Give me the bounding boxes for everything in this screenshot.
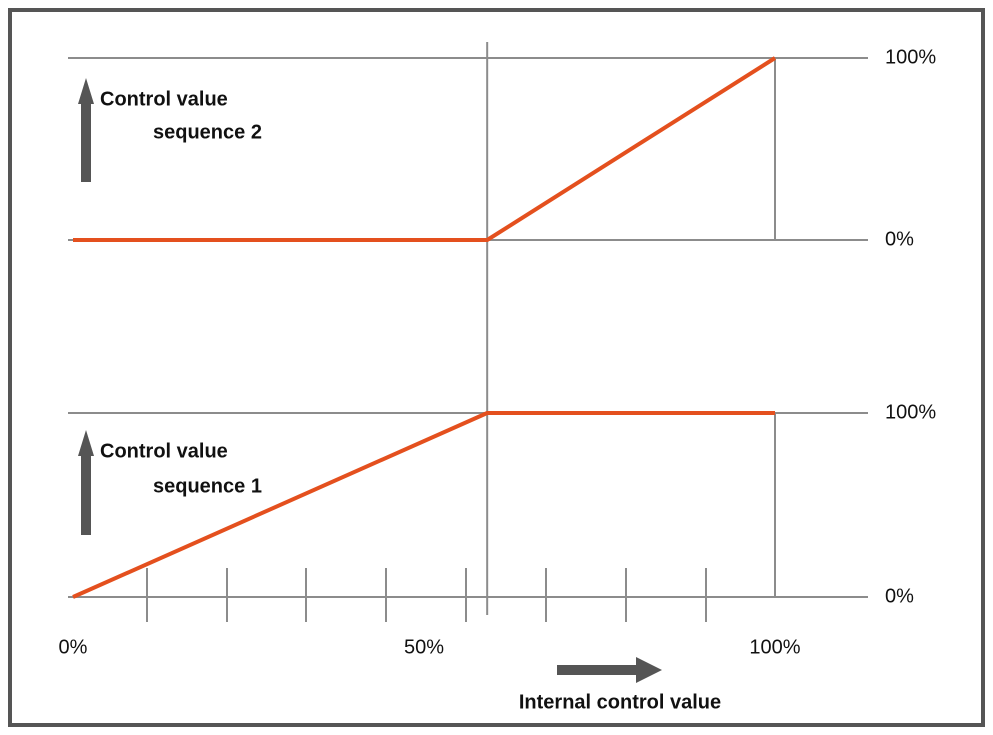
minor-ticks <box>146 568 707 622</box>
y-tick-label: 100% <box>885 46 936 68</box>
arrow-right <box>557 657 662 683</box>
y-label: Control value <box>100 440 228 462</box>
x-label: Internal control value <box>519 691 721 713</box>
y-tick-label: 0% <box>885 228 914 250</box>
y-label: Control value <box>100 88 228 110</box>
x-tick-label: 0% <box>59 636 88 658</box>
y-tick-label: 0% <box>885 585 914 607</box>
x-tick-label: 100% <box>749 636 800 658</box>
y-label: sequence 2 <box>153 121 262 143</box>
series-line <box>73 56 777 242</box>
x-tick-label: 50% <box>404 636 444 658</box>
y-tick-label: 100% <box>885 401 936 423</box>
y-label: sequence 1 <box>153 475 262 497</box>
arrow-up <box>78 430 94 535</box>
frame <box>8 8 985 727</box>
series-line <box>72 411 775 599</box>
arrow-up <box>78 78 94 182</box>
